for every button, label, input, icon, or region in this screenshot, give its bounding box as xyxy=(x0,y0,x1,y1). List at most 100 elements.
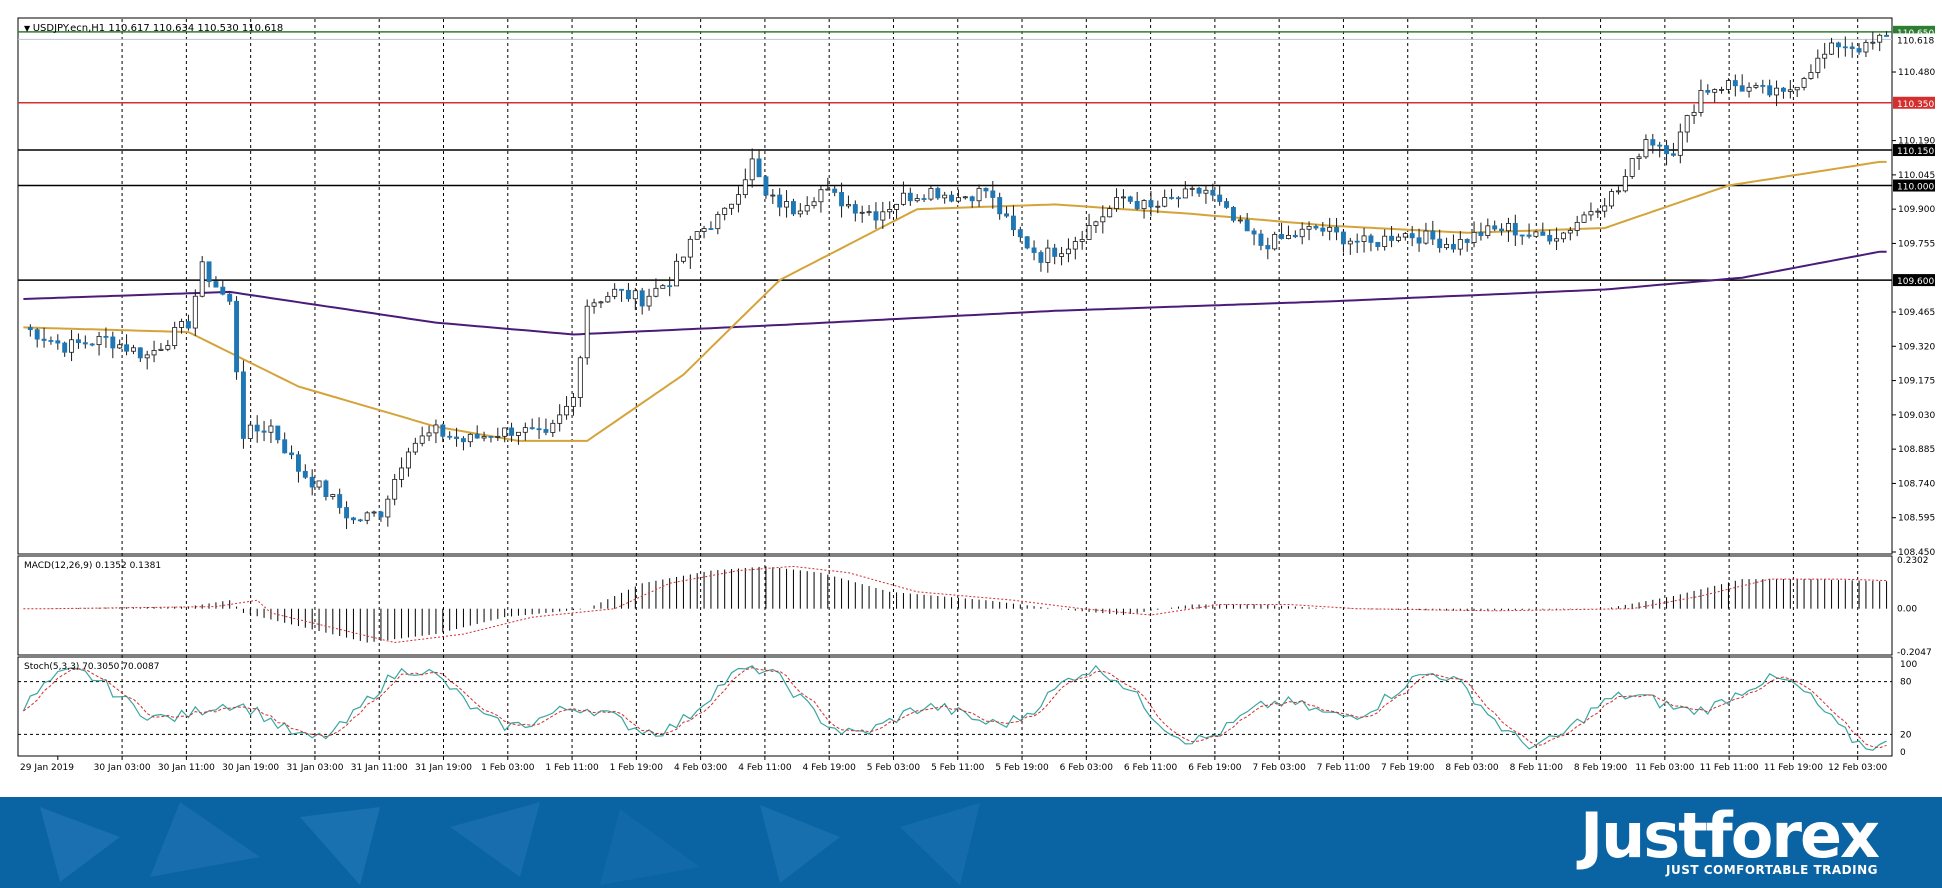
bull-candle xyxy=(1072,241,1078,250)
bear-candle xyxy=(1148,200,1154,208)
bear-candle xyxy=(1265,245,1271,250)
x-tick-label: 6 Feb 11:00 xyxy=(1124,763,1178,773)
bull-candle xyxy=(914,198,920,202)
bear-candle xyxy=(1313,226,1319,229)
banner-pattern xyxy=(40,802,980,885)
bull-candle xyxy=(1554,238,1560,242)
x-tick-label: 31 Jan 03:00 xyxy=(286,763,343,773)
y-tick-label: 109.900 xyxy=(1898,205,1935,215)
bull-candle xyxy=(1595,210,1601,213)
bull-candle xyxy=(811,201,817,207)
x-tick-label: 4 Feb 03:00 xyxy=(674,763,728,773)
bear-candle xyxy=(295,454,301,472)
bear-candle xyxy=(1320,227,1326,232)
bull-candle xyxy=(1471,231,1477,243)
bull-candle xyxy=(481,436,487,439)
level-label: 110.000 xyxy=(1897,183,1934,193)
bear-candle xyxy=(1856,48,1862,53)
bear-candle xyxy=(1258,233,1264,246)
bull-candle xyxy=(900,192,906,205)
bull-candle xyxy=(165,345,171,350)
vertical-grid xyxy=(121,19,1859,754)
bear-candle xyxy=(777,194,783,208)
bear-candle xyxy=(1492,225,1498,230)
x-tick-label: 7 Feb 11:00 xyxy=(1317,763,1371,773)
bear-candle xyxy=(756,158,762,178)
x-tick-label: 5 Feb 11:00 xyxy=(931,763,985,773)
bear-candle xyxy=(543,429,549,433)
bull-candle xyxy=(1815,57,1821,73)
level-tag xyxy=(1893,96,1935,109)
brand-tagline: JUST COMFORTABLE TRADING xyxy=(1665,863,1878,877)
bull-candle xyxy=(144,354,150,359)
bear-candle xyxy=(667,285,673,288)
bull-candle xyxy=(1423,230,1429,244)
y-tick-label: 109.320 xyxy=(1898,342,1935,352)
bear-candle xyxy=(41,338,47,341)
bull-candle xyxy=(770,194,776,197)
bear-candle xyxy=(1450,244,1456,250)
x-tick-label: 31 Jan 11:00 xyxy=(351,763,408,773)
x-tick-label: 11 Feb 11:00 xyxy=(1700,763,1759,773)
bear-candle xyxy=(1134,201,1140,210)
bull-candle xyxy=(976,187,982,202)
bear-candle xyxy=(1842,46,1848,49)
bear-candle xyxy=(1024,236,1030,249)
chart: 110.650110.618110.350110.150110.000109.6… xyxy=(17,17,1935,773)
bull-candle xyxy=(1560,232,1566,240)
bear-candle xyxy=(536,428,542,431)
stoch-tick-label: 0 xyxy=(1900,748,1906,758)
x-tick-label: 6 Feb 03:00 xyxy=(1060,763,1114,773)
bear-candle xyxy=(48,340,54,342)
bear-candle xyxy=(1368,235,1374,243)
bull-candle xyxy=(715,214,721,230)
bear-candle xyxy=(378,511,384,518)
bear-candle xyxy=(1884,34,1890,37)
bull-candle xyxy=(515,431,521,436)
bull-candle xyxy=(1182,188,1188,199)
bull-candle xyxy=(1877,34,1883,43)
bear-candle xyxy=(220,286,226,295)
bear-candle xyxy=(1849,46,1855,49)
bear-candle xyxy=(261,430,267,433)
bull-candle xyxy=(172,327,178,346)
y-tick-label: 108.450 xyxy=(1898,548,1935,558)
bear-candle xyxy=(103,335,109,338)
bull-candle xyxy=(894,203,900,210)
bear-candle xyxy=(137,347,143,359)
bear-candle xyxy=(440,424,446,437)
bull-candle xyxy=(1114,197,1120,209)
bull-candle xyxy=(426,432,432,437)
horizontal-levels xyxy=(18,31,1892,281)
bear-candle xyxy=(935,188,941,199)
macd-signal-line xyxy=(23,565,1887,644)
bull-candle xyxy=(887,209,893,213)
bull-candle xyxy=(495,435,501,438)
bull-candle xyxy=(942,194,948,199)
y-tick-label: 109.755 xyxy=(1898,239,1935,249)
bull-candle xyxy=(1822,53,1828,59)
bear-candle xyxy=(302,470,308,478)
bear-candle xyxy=(1650,139,1656,146)
macd-pane-frame xyxy=(17,555,1893,656)
bull-candle xyxy=(646,295,652,307)
bull-candle xyxy=(1533,231,1539,237)
bull-candle xyxy=(1677,131,1683,156)
bear-candle xyxy=(289,452,295,456)
bull-candle xyxy=(845,204,851,207)
x-tick-label: 31 Jan 19:00 xyxy=(415,763,472,773)
bull-candle xyxy=(962,196,968,199)
bear-candle xyxy=(282,439,288,454)
bull-candle xyxy=(1622,176,1628,192)
level-label: 110.350 xyxy=(1897,100,1934,110)
bear-candle xyxy=(1340,231,1346,245)
bear-candle xyxy=(1705,90,1711,93)
bear-candle xyxy=(708,228,714,230)
y-tick-label: 109.465 xyxy=(1898,308,1935,318)
x-tick-label: 1 Feb 03:00 xyxy=(481,763,535,773)
bull-candle xyxy=(1643,139,1649,158)
bull-candle xyxy=(784,201,790,208)
bear-candle xyxy=(619,288,625,291)
bear-candle xyxy=(323,480,329,497)
bull-candle xyxy=(577,357,583,398)
